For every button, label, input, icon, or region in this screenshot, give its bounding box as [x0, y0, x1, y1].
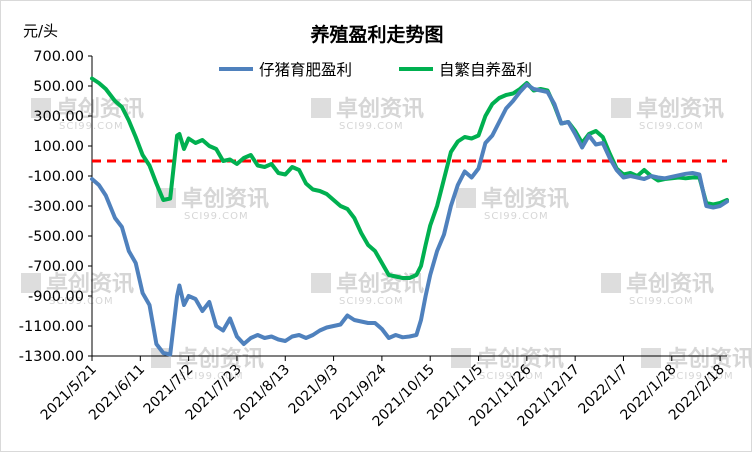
y-tick-label: -100.00: [28, 169, 84, 185]
chart-title: 养殖盈利走势图: [309, 23, 443, 46]
watermark-logo: [601, 273, 621, 293]
watermark-text: 卓创资讯: [636, 97, 724, 122]
watermark-text: 卓创资讯: [181, 187, 269, 212]
watermark-logo: [456, 188, 476, 208]
watermark-text: 卓创资讯: [666, 347, 752, 372]
watermark-layer: 卓创资讯SCI99.COM卓创资讯SCI99.COM卓创资讯SCI99.COM卓…: [21, 97, 752, 382]
watermark-logo: [311, 98, 331, 118]
watermark-subtext: SCI99.COM: [184, 211, 249, 222]
legend-label: 自繁自养盈利: [439, 60, 532, 79]
watermark-subtext: SCI99.COM: [479, 371, 544, 382]
y-unit-label: 元/头: [23, 22, 58, 40]
y-tick-label: 100.00: [33, 139, 84, 155]
watermark-logo: [311, 273, 331, 293]
watermark-subtext: SCI99.COM: [629, 296, 694, 307]
watermark-subtext: SCI99.COM: [339, 121, 404, 132]
watermark-text: 卓创资讯: [476, 347, 564, 372]
watermark-logo: [21, 273, 41, 293]
watermark-logo: [31, 98, 51, 118]
watermark-logo: [451, 348, 471, 368]
plot-area: [90, 76, 729, 357]
watermark-logo: [611, 98, 631, 118]
legend: 仔猪育肥盈利 自繁自养盈利: [219, 60, 532, 79]
watermark-subtext: SCI99.COM: [339, 296, 404, 307]
watermark-subtext: SCI99.COM: [179, 371, 244, 382]
y-tick-label: 700.00: [33, 49, 84, 65]
watermark-text: 卓创资讯: [481, 187, 569, 212]
y-tick-label: -1100.00: [19, 319, 84, 335]
y-tick-label: -700.00: [28, 259, 84, 275]
y-tick-label: -300.00: [28, 199, 84, 215]
y-tick-label: 300.00: [33, 109, 84, 125]
y-tick-label: -1300.00: [19, 349, 84, 365]
watermark-subtext: SCI99.COM: [59, 121, 124, 132]
watermark-text: 卓创资讯: [626, 272, 714, 297]
watermark-logo: [641, 348, 661, 368]
watermark-text: 卓创资讯: [176, 347, 264, 372]
watermark-text: 卓创资讯: [46, 272, 134, 297]
watermark-text: 卓创资讯: [336, 97, 424, 122]
y-tick-label: -900.00: [28, 289, 84, 305]
watermark-subtext: SCI99.COM: [49, 296, 114, 307]
watermark-subtext: SCI99.COM: [639, 121, 704, 132]
watermark-subtext: SCI99.COM: [484, 211, 549, 222]
y-tick-label: -500.00: [28, 229, 84, 245]
watermark-subtext: SCI99.COM: [669, 371, 734, 382]
legend-label: 仔猪育肥盈利: [259, 61, 352, 79]
series-line-piglet-fattening: [90, 82, 729, 357]
y-tick-label: 500.00: [33, 79, 84, 95]
